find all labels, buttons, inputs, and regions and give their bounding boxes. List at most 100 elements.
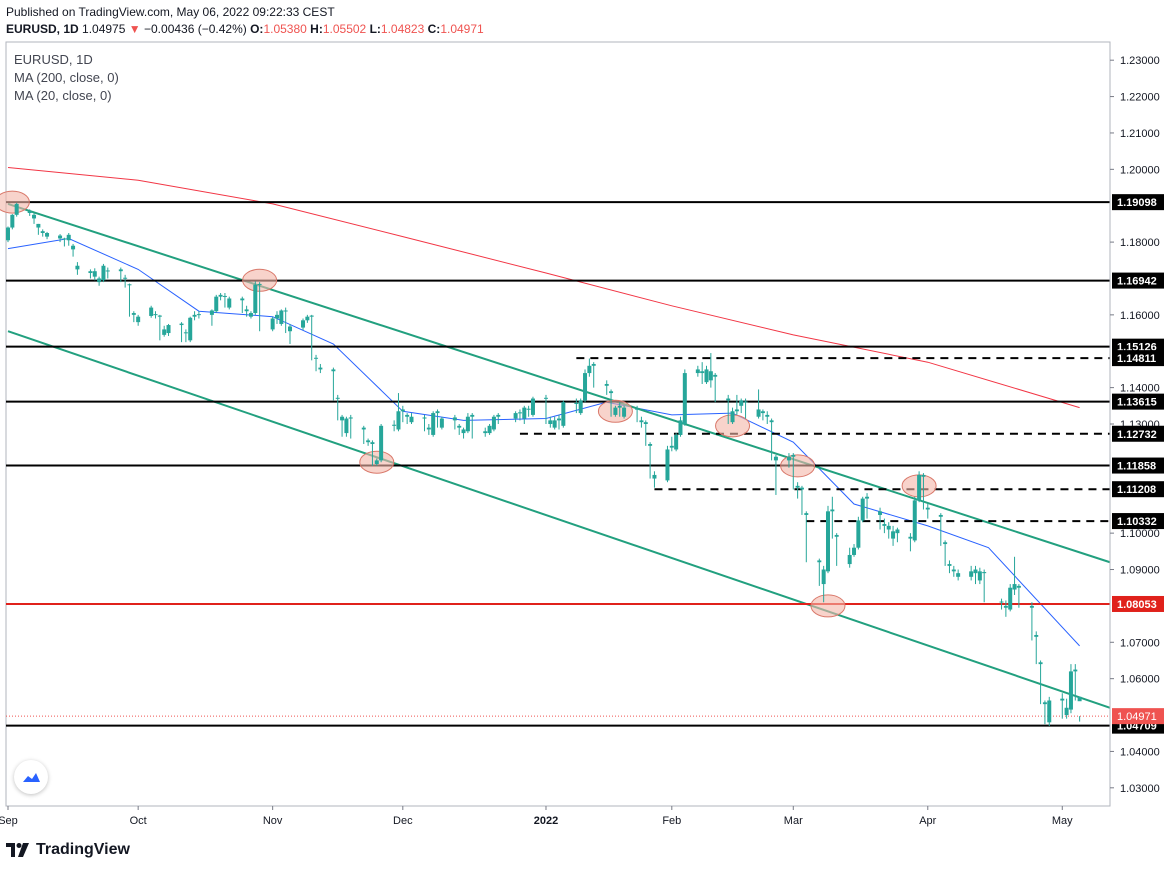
candle-body (461, 429, 466, 434)
candle-body (956, 573, 961, 577)
candle-body (491, 416, 496, 430)
ohlc-bar: EURUSD, 1D 1.04975 ▼ −0.00436 (−0.42%) O… (6, 22, 484, 36)
low-value: 1.04823 (380, 22, 425, 36)
time-tick-label: Nov (263, 815, 283, 827)
candle-body (14, 203, 19, 215)
candle-body (101, 265, 106, 281)
candle-body (1029, 605, 1034, 608)
candle-body (1068, 671, 1073, 710)
candle-body (253, 284, 258, 314)
candle-body (379, 425, 384, 461)
candle-body (865, 496, 870, 499)
candle-body (617, 405, 622, 408)
candle-body (704, 369, 709, 383)
candle-body (487, 425, 492, 434)
candle-body (743, 401, 748, 403)
time-axis: Sep Oct Nov Dec 2022 Feb Mar Apr May (0, 806, 1073, 827)
candle-body (513, 413, 518, 419)
candle-body (765, 414, 770, 417)
candle-body (652, 474, 657, 479)
price-tick-label: 1.23000 (1120, 55, 1160, 67)
candle-body (604, 383, 609, 386)
candle-body (361, 427, 366, 430)
price-tick-label: 1.07000 (1120, 637, 1160, 649)
candle-body (457, 425, 462, 428)
tradingview-logo-icon (6, 843, 29, 857)
candle-body (196, 314, 201, 316)
candle-body (682, 373, 687, 424)
candle-body (1077, 696, 1082, 702)
legend-ma200[interactable]: MA (200, close, 0) (14, 70, 119, 85)
candle-body (274, 314, 279, 319)
candle-body (123, 277, 128, 279)
candle-body (847, 554, 852, 565)
level-price-tag-label: 1.14811 (1117, 353, 1156, 365)
candle-body (335, 397, 340, 399)
level-price-tag (1112, 481, 1164, 498)
candle-body (209, 310, 214, 315)
candle-body (821, 569, 826, 585)
candle-body (400, 409, 405, 412)
highlight-circles (0, 190, 937, 618)
candle-body (925, 507, 930, 510)
legend-ma20[interactable]: MA (20, close, 0) (14, 88, 112, 103)
candle-body (917, 474, 922, 501)
candle-body (36, 223, 41, 228)
candle-body (45, 233, 50, 237)
price-tick-label: 1.16000 (1120, 310, 1160, 322)
candle-body (622, 407, 627, 417)
candle-body (348, 417, 353, 419)
candle-body (665, 449, 670, 481)
price-tick-label: 1.06000 (1120, 674, 1160, 686)
candle-body (773, 456, 778, 461)
candle-body (1047, 700, 1052, 723)
candlesticks (6, 202, 1082, 726)
candle-body (695, 369, 700, 374)
tradingview-badge[interactable] (14, 760, 48, 794)
candle-body (314, 357, 319, 359)
candle-body (470, 414, 475, 417)
last-price-tag (1112, 708, 1164, 725)
time-tick-label: Dec (393, 815, 413, 827)
candle-body (192, 314, 197, 317)
legend-symbol[interactable]: EURUSD, 1D (14, 52, 93, 67)
highlight-circle-1 (0, 190, 30, 214)
last-price: 1.04975 (82, 22, 126, 36)
candle-body (452, 417, 457, 421)
level-price-tag-label: 1.16942 (1117, 276, 1157, 288)
candle-body (409, 416, 414, 423)
ma20-line (7, 237, 1080, 647)
candle-body (218, 294, 223, 297)
candle-body (583, 373, 588, 401)
candle-body (1042, 702, 1047, 705)
time-tick-label: May (1052, 815, 1073, 827)
open-label: O: (250, 22, 264, 36)
candle-body (795, 485, 800, 488)
candle-body (613, 407, 618, 415)
candle-body (331, 369, 336, 372)
chart-frame (5, 41, 1111, 807)
time-tick-label: Feb (662, 815, 681, 827)
candle-body (734, 409, 739, 412)
published-note: Published on TradingView.com, May 06, 20… (6, 5, 335, 19)
price-change: −0.00436 (−0.42%) (144, 22, 247, 36)
candle-body (66, 234, 71, 241)
candle-body (88, 271, 93, 274)
price-tick-label: 1.18000 (1120, 237, 1160, 249)
price-tick-label: 1.14000 (1120, 383, 1160, 395)
candle-body (769, 420, 774, 423)
candle-body (75, 265, 80, 270)
low-label: L: (369, 22, 381, 36)
price-axis: 1.23000 1.22000 1.21000 1.20000 1.18000 1.160… (1109, 42, 1164, 806)
candle-body (1008, 587, 1013, 610)
candle-body (483, 431, 488, 434)
candle-body (40, 231, 45, 233)
candle-body (1064, 707, 1069, 716)
candle-body (118, 269, 123, 272)
candle-body (105, 270, 110, 272)
price-tick-label: 1.09000 (1120, 565, 1160, 577)
candle-body (999, 601, 1004, 603)
candle-body (678, 420, 683, 435)
candle-body (431, 413, 436, 435)
